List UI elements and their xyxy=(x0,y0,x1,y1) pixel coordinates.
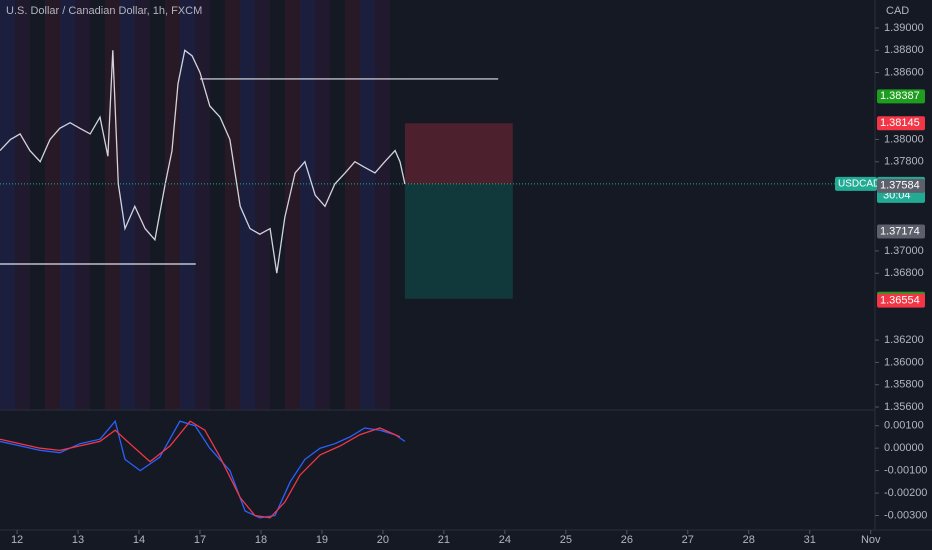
indicator-tick-label: -0.00300 xyxy=(884,509,927,521)
session-stripe xyxy=(90,0,105,410)
time-tick-label: 24 xyxy=(499,534,511,546)
session-stripe xyxy=(285,0,300,410)
time-tick-label: 18 xyxy=(255,534,267,546)
indicator-line xyxy=(0,420,401,519)
session-stripe xyxy=(375,0,390,410)
price-badge xyxy=(877,89,925,104)
session-stripe xyxy=(255,0,270,410)
price-badge-label: 1.38387 xyxy=(880,90,920,102)
price-badge xyxy=(877,116,925,131)
price-tick-label: 1.35600 xyxy=(884,401,924,413)
time-tick-label: 31 xyxy=(804,534,816,546)
session-stripe xyxy=(135,0,150,410)
session-stripe xyxy=(0,0,15,410)
session-stripe xyxy=(165,0,180,410)
stop-zone xyxy=(404,123,513,184)
time-tick-label: 26 xyxy=(621,534,633,546)
price-tick-label: 1.35800 xyxy=(884,379,924,391)
session-stripe xyxy=(195,0,210,410)
symbol-title[interactable]: U.S. Dollar / Canadian Dollar, 1h, FXCM xyxy=(6,5,202,17)
session-stripe xyxy=(150,0,165,410)
indicator-line xyxy=(0,419,406,519)
session-stripe xyxy=(345,0,360,410)
price-badge xyxy=(877,178,925,193)
time-tick-label: 21 xyxy=(438,534,450,546)
indicator-tick-label: -0.00100 xyxy=(884,465,927,477)
session-stripe xyxy=(105,0,120,410)
price-tick-label: 1.36200 xyxy=(884,334,924,346)
symbol-badge-label: USDCAD xyxy=(838,178,880,189)
currency-label: CAD xyxy=(886,5,909,17)
price-badge-label: 1.37174 xyxy=(880,225,920,237)
session-stripe xyxy=(300,0,315,410)
time-tick-label: 20 xyxy=(377,534,389,546)
symbol-badge xyxy=(835,176,877,191)
session-stripe xyxy=(390,0,405,410)
price-tick-label: 1.38600 xyxy=(884,66,924,78)
price-tick-label: 1.38000 xyxy=(884,133,924,145)
session-stripe xyxy=(360,0,375,410)
session-stripe xyxy=(75,0,90,410)
session-stripe xyxy=(30,0,45,410)
price-tick-label: 1.36800 xyxy=(884,267,924,279)
indicator-tick-label: 0.00000 xyxy=(884,442,924,454)
indicator-tick-label: 0.00100 xyxy=(884,420,924,432)
price-tick-label: 1.39000 xyxy=(884,22,924,34)
session-stripe xyxy=(15,0,30,410)
session-stripe xyxy=(240,0,255,410)
time-tick-label: 27 xyxy=(682,534,694,546)
session-stripe xyxy=(60,0,75,410)
session-stripe xyxy=(120,0,135,410)
indicator-tick-label: -0.00200 xyxy=(884,487,927,499)
time-tick-label: 12 xyxy=(11,534,23,546)
price-tick-label: 1.36000 xyxy=(884,356,924,368)
session-stripe xyxy=(180,0,195,410)
time-tick-label: 19 xyxy=(316,534,328,546)
target-zone xyxy=(404,183,513,299)
price-badge-label: 1.37584 xyxy=(880,180,920,192)
price-tick-label: 1.38800 xyxy=(884,44,924,56)
price-tick-label: 1.37000 xyxy=(884,245,924,257)
session-stripe xyxy=(225,0,240,410)
price-tick-label: 1.37800 xyxy=(884,156,924,168)
session-stripe xyxy=(270,0,285,410)
price-badge-label: 1.38145 xyxy=(880,117,920,129)
time-tick-label: 25 xyxy=(560,534,572,546)
time-tick-label: Nov xyxy=(861,534,881,546)
session-stripe xyxy=(210,0,225,410)
price-badge-label: 1.36554 xyxy=(880,295,920,307)
price-badge xyxy=(877,224,925,239)
time-tick-label: 13 xyxy=(72,534,84,546)
session-stripe xyxy=(315,0,330,410)
time-tick-label: 28 xyxy=(743,534,755,546)
time-tick-label: 17 xyxy=(194,534,206,546)
session-stripe xyxy=(45,0,60,410)
price-badge xyxy=(877,293,925,308)
time-tick-label: 14 xyxy=(133,534,145,546)
session-stripe xyxy=(330,0,345,410)
price-line xyxy=(0,49,406,274)
